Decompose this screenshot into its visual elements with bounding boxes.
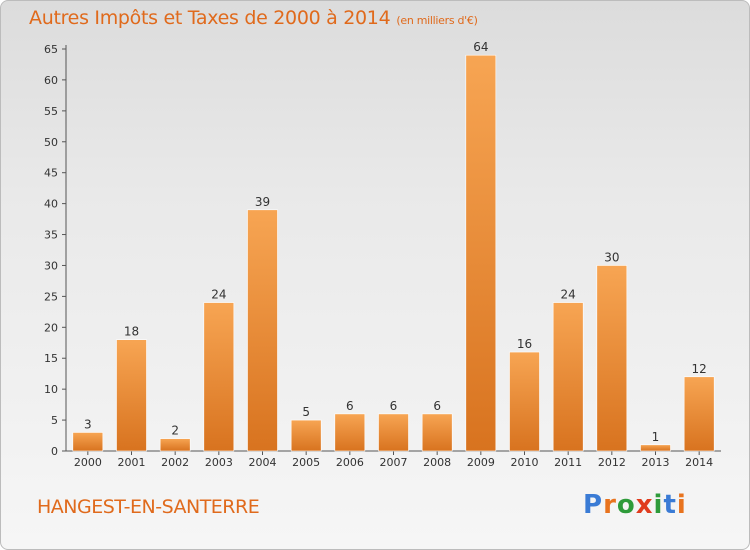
data-label: 6 (390, 399, 398, 413)
data-label: 64 (473, 40, 488, 54)
y-tick-label: 35 (44, 229, 58, 242)
y-tick-label: 45 (44, 167, 58, 180)
bar (552, 302, 584, 452)
y-tick-label: 50 (44, 136, 58, 149)
data-label: 2 (171, 424, 179, 438)
data-label: 24 (561, 288, 576, 302)
x-tick-label: 2005 (292, 456, 320, 469)
data-label: 18 (124, 325, 139, 339)
bars (72, 54, 715, 452)
bar (683, 376, 715, 452)
bar (334, 413, 366, 452)
y-tick-label: 10 (44, 383, 58, 396)
y-tick-label: 40 (44, 198, 58, 211)
bar (596, 265, 628, 452)
data-label: 3 (84, 417, 92, 431)
bar (247, 209, 278, 452)
x-tick-label: 2000 (74, 456, 102, 469)
data-label: 12 (692, 362, 707, 376)
y-tick-label: 5 (51, 414, 58, 427)
y-tick-label: 30 (44, 259, 58, 272)
bar (421, 413, 453, 452)
x-tick-label: 2014 (685, 456, 713, 469)
x-tick-label: 2010 (511, 456, 539, 469)
data-label: 16 (517, 337, 532, 351)
x-tick-label: 2004 (249, 456, 277, 469)
x-tick-label: 2013 (642, 456, 670, 469)
x-tick-label: 2007 (380, 456, 408, 469)
x-tick-label: 2002 (161, 456, 189, 469)
bar (378, 413, 409, 452)
bar (203, 302, 235, 452)
y-tick-label: 60 (44, 74, 58, 87)
bar (72, 432, 104, 452)
data-label: 6 (433, 399, 441, 413)
proxiti-logo: Proxiti (583, 490, 687, 520)
y-tick-label: 15 (44, 352, 58, 365)
y-tick-label: 65 (44, 43, 58, 56)
bar (116, 339, 147, 452)
bar (640, 444, 671, 452)
bar (159, 438, 191, 452)
bar (509, 351, 540, 452)
chart-title-text: Autres Impôts et Taxes de 2000 à 2014 (29, 7, 391, 29)
chart-title: Autres Impôts et Taxes de 2000 à 2014 (en… (29, 7, 478, 29)
bar (465, 54, 497, 452)
x-tick-label: 2003 (205, 456, 233, 469)
x-tick-label: 2009 (467, 456, 495, 469)
data-label: 30 (604, 250, 619, 264)
value-labels: 3 18 2 24 39 5 6 6 6 64 16 24 30 1 12 (84, 40, 707, 444)
data-label: 6 (346, 399, 354, 413)
data-label: 39 (255, 195, 270, 209)
data-label: 1 (652, 430, 660, 444)
data-label: 24 (211, 288, 226, 302)
chart-subtitle: (en milliers d'€) (396, 14, 478, 27)
x-tick-label: 2006 (336, 456, 364, 469)
place-name: HANGEST-EN-SANTERRE (37, 496, 260, 518)
y-tick-label: 55 (44, 105, 58, 118)
y-tick-label: 20 (44, 321, 58, 334)
data-label: 5 (302, 405, 310, 419)
bar (290, 419, 322, 452)
x-tick-label: 2001 (118, 456, 146, 469)
y-tick-label: 0 (51, 445, 58, 458)
x-tick-label: 2011 (554, 456, 582, 469)
y-tick-label: 25 (44, 290, 58, 303)
x-tick-label: 2012 (598, 456, 626, 469)
x-tick-label: 2008 (423, 456, 451, 469)
